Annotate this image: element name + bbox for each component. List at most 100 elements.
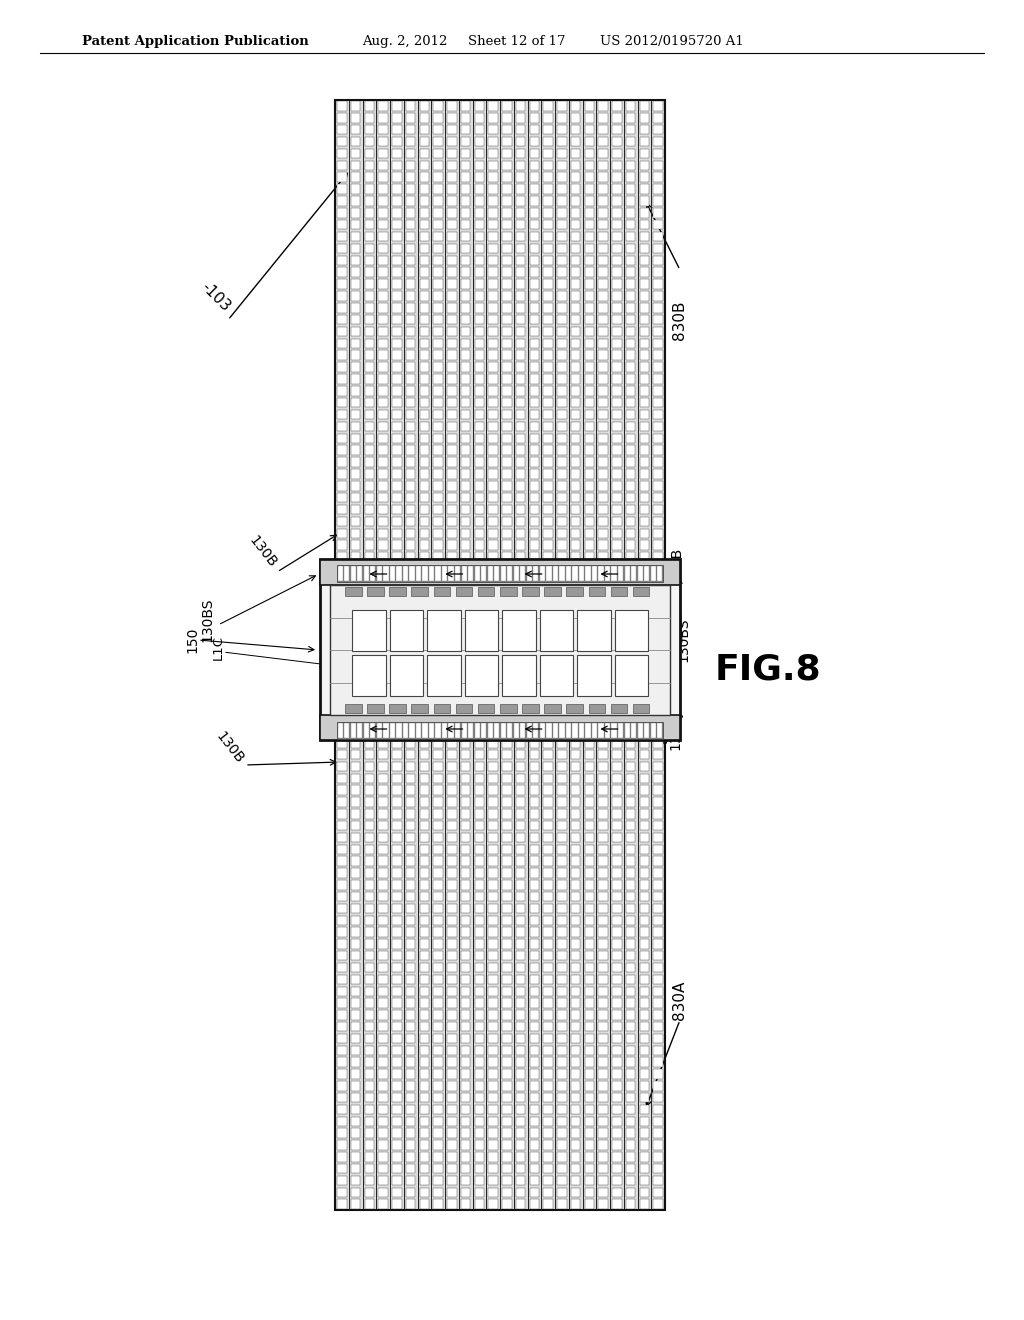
Bar xyxy=(516,197,525,206)
Bar xyxy=(626,102,636,111)
Bar xyxy=(351,327,360,337)
Bar xyxy=(420,1010,429,1019)
Bar xyxy=(544,1069,553,1078)
Bar xyxy=(371,723,376,738)
Bar xyxy=(365,185,374,194)
Bar xyxy=(529,399,540,408)
Bar xyxy=(598,185,608,194)
Bar xyxy=(351,197,360,206)
Bar xyxy=(557,292,566,301)
Bar xyxy=(337,399,347,408)
Bar xyxy=(474,173,484,182)
Bar xyxy=(557,220,566,230)
Bar xyxy=(570,1022,581,1031)
Bar xyxy=(461,339,470,348)
Bar xyxy=(365,809,374,818)
Bar xyxy=(488,1164,498,1173)
Bar xyxy=(447,916,457,925)
Bar xyxy=(557,209,566,218)
Bar xyxy=(585,125,594,135)
Bar xyxy=(502,1164,512,1173)
Bar xyxy=(612,1069,622,1078)
Bar xyxy=(406,280,416,289)
Bar xyxy=(378,173,388,182)
Bar xyxy=(626,1188,636,1197)
Bar xyxy=(529,102,540,111)
Bar xyxy=(447,197,457,206)
Bar xyxy=(570,869,581,878)
Bar xyxy=(461,857,470,866)
Bar xyxy=(585,809,594,818)
Bar xyxy=(557,528,566,539)
Bar xyxy=(420,950,429,961)
Bar xyxy=(337,445,347,455)
Bar xyxy=(626,327,636,337)
Bar xyxy=(640,161,649,170)
Bar xyxy=(488,857,498,866)
Bar xyxy=(653,149,663,158)
Bar xyxy=(585,1152,594,1162)
Bar xyxy=(447,552,457,562)
Bar xyxy=(351,762,360,771)
Bar xyxy=(544,375,553,384)
Bar xyxy=(352,655,385,696)
Bar xyxy=(351,974,360,985)
Bar xyxy=(640,125,649,135)
Bar xyxy=(516,315,525,325)
Bar xyxy=(365,256,374,265)
Bar xyxy=(468,566,473,581)
Bar xyxy=(598,998,608,1007)
Bar xyxy=(447,1164,457,1173)
Bar xyxy=(378,125,388,135)
Bar xyxy=(488,421,498,432)
Bar xyxy=(433,750,443,759)
Bar xyxy=(420,1057,429,1067)
Bar xyxy=(378,409,388,420)
Bar xyxy=(435,723,440,738)
Bar xyxy=(516,928,525,937)
Bar xyxy=(406,797,416,807)
Bar xyxy=(557,1129,566,1138)
Bar xyxy=(392,750,401,759)
Bar xyxy=(625,566,630,581)
Bar xyxy=(431,100,445,564)
Bar xyxy=(392,149,401,158)
Bar xyxy=(544,220,553,230)
Bar xyxy=(529,986,540,997)
Bar xyxy=(545,704,561,713)
Bar xyxy=(544,445,553,455)
Bar xyxy=(392,774,401,783)
Bar xyxy=(488,928,498,937)
Bar xyxy=(612,363,622,372)
Text: L1C: L1C xyxy=(212,635,224,660)
Bar xyxy=(447,833,457,842)
Bar xyxy=(337,469,347,479)
Bar xyxy=(520,723,525,738)
Bar xyxy=(557,880,566,890)
Bar xyxy=(516,1200,525,1209)
Bar xyxy=(570,280,581,289)
Bar xyxy=(420,268,429,277)
Bar xyxy=(555,100,568,564)
Bar xyxy=(626,833,636,842)
Bar xyxy=(433,738,443,747)
Bar xyxy=(351,1057,360,1067)
Bar xyxy=(337,125,347,135)
Bar xyxy=(420,232,429,242)
Bar xyxy=(612,1105,622,1114)
Bar xyxy=(461,114,470,123)
Bar xyxy=(392,433,401,444)
Bar xyxy=(433,1117,443,1126)
Bar xyxy=(516,102,525,111)
Bar xyxy=(557,785,566,795)
Bar xyxy=(392,102,401,111)
Bar xyxy=(433,809,443,818)
Bar xyxy=(365,928,374,937)
Bar xyxy=(392,857,401,866)
Bar xyxy=(614,655,648,696)
Bar xyxy=(534,723,539,738)
Bar xyxy=(585,516,594,527)
Bar xyxy=(626,1117,636,1126)
Bar xyxy=(611,723,616,738)
Bar xyxy=(474,516,484,527)
